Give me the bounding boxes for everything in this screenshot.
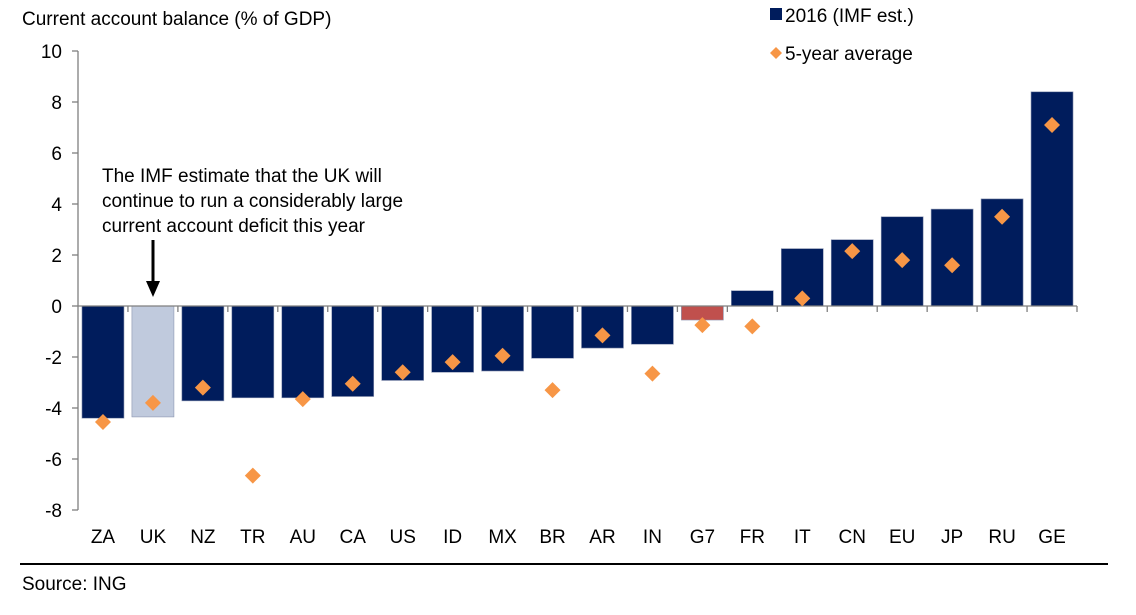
x-tick-label-g7: G7 — [690, 527, 715, 548]
marker-tr — [244, 467, 261, 484]
x-tick-label-id: ID — [443, 527, 462, 548]
marker-ca — [344, 375, 361, 392]
marker-uk — [144, 394, 161, 411]
y-tick-label: -4 — [45, 399, 62, 420]
x-tick-label-uk: UK — [140, 527, 167, 548]
legend-label-5yr-avg: 5-year average — [785, 44, 913, 65]
x-tick-label-tr: TR — [240, 527, 265, 548]
x-tick-label-fr: FR — [740, 527, 765, 548]
marker-eu — [894, 252, 911, 269]
y-tick-label: -2 — [45, 348, 62, 369]
markers-group — [94, 116, 1061, 484]
marker-ru — [994, 208, 1011, 225]
legend: 2016 (IMF est.) 5-year average — [770, 6, 914, 65]
annotation-line-1: The IMF estimate that the UK will — [102, 166, 382, 187]
y-tick-label: -6 — [45, 450, 62, 471]
x-tick-label-in: IN — [643, 527, 662, 548]
x-tick-labels: ZA UK NZ TR AU CA US ID MX BR AR IN G7 FR IT CN EU JP RU GE — [91, 527, 1066, 548]
y-tick-label: 8 — [51, 93, 62, 114]
x-tick-label-ru: RU — [988, 527, 1015, 548]
legend-swatch-5yr-avg — [770, 47, 782, 59]
marker-ar — [594, 327, 611, 344]
x-tick-label-mx: MX — [488, 527, 517, 548]
x-tick-label-au: AU — [290, 527, 316, 548]
x-tick-label-nz: NZ — [190, 527, 216, 548]
x-tick-label-it: IT — [794, 527, 811, 548]
x-tick-label-eu: EU — [889, 527, 915, 548]
x-tick-label-jp: JP — [941, 527, 963, 548]
marker-za — [94, 414, 111, 431]
y-tick-label: 6 — [51, 144, 62, 165]
bar-au — [281, 305, 325, 399]
footer-rule — [20, 563, 1108, 565]
annotation-line-3: current account deficit this year — [102, 216, 366, 237]
x-axis — [78, 305, 1078, 312]
annotation: The IMF estimate that the UK will contin… — [102, 166, 403, 297]
marker-in — [644, 365, 661, 382]
x-tick-label-us: US — [389, 527, 415, 548]
x-tick-label-cn: CN — [838, 527, 865, 548]
y-tick-label: 0 — [51, 297, 62, 318]
x-tick-label-ar: AR — [589, 527, 615, 548]
chart-title: Current account balance (% of GDP) — [22, 9, 331, 30]
y-axis: 10 8 6 4 2 0 -2 -4 -6 -8 — [41, 42, 79, 522]
marker-ge — [1044, 116, 1061, 133]
source-note: Source: ING — [22, 574, 127, 595]
marker-fr — [744, 318, 761, 335]
annotation-arrow-head-icon — [146, 281, 160, 297]
marker-nz — [194, 379, 211, 396]
x-tick-label-ge: GE — [1038, 527, 1065, 548]
marker-br — [544, 382, 561, 399]
bar-br — [531, 305, 574, 359]
bars-group — [81, 91, 1074, 419]
y-tick-label: 2 — [51, 246, 62, 267]
y-tick-label: 10 — [41, 42, 62, 63]
marker-us — [394, 364, 411, 381]
legend-label-2016: 2016 (IMF est.) — [785, 6, 914, 27]
marker-g7 — [694, 317, 711, 334]
marker-au — [294, 391, 311, 408]
marker-cn — [844, 243, 861, 260]
y-tick-label: 4 — [51, 195, 62, 216]
bar-in — [631, 305, 674, 345]
y-tick-label: -8 — [45, 501, 62, 522]
annotation-line-2: continue to run a considerably large — [102, 191, 403, 212]
bar-tr — [231, 305, 275, 399]
marker-it — [794, 290, 811, 307]
bar-za — [81, 305, 125, 419]
marker-mx — [494, 347, 511, 364]
x-tick-label-za: ZA — [91, 527, 116, 548]
marker-jp — [944, 257, 961, 274]
bar-fr — [731, 290, 774, 307]
marker-id — [444, 354, 461, 371]
x-tick-label-br: BR — [539, 527, 565, 548]
x-tick-label-ca: CA — [340, 527, 367, 548]
legend-swatch-2016 — [770, 8, 782, 20]
